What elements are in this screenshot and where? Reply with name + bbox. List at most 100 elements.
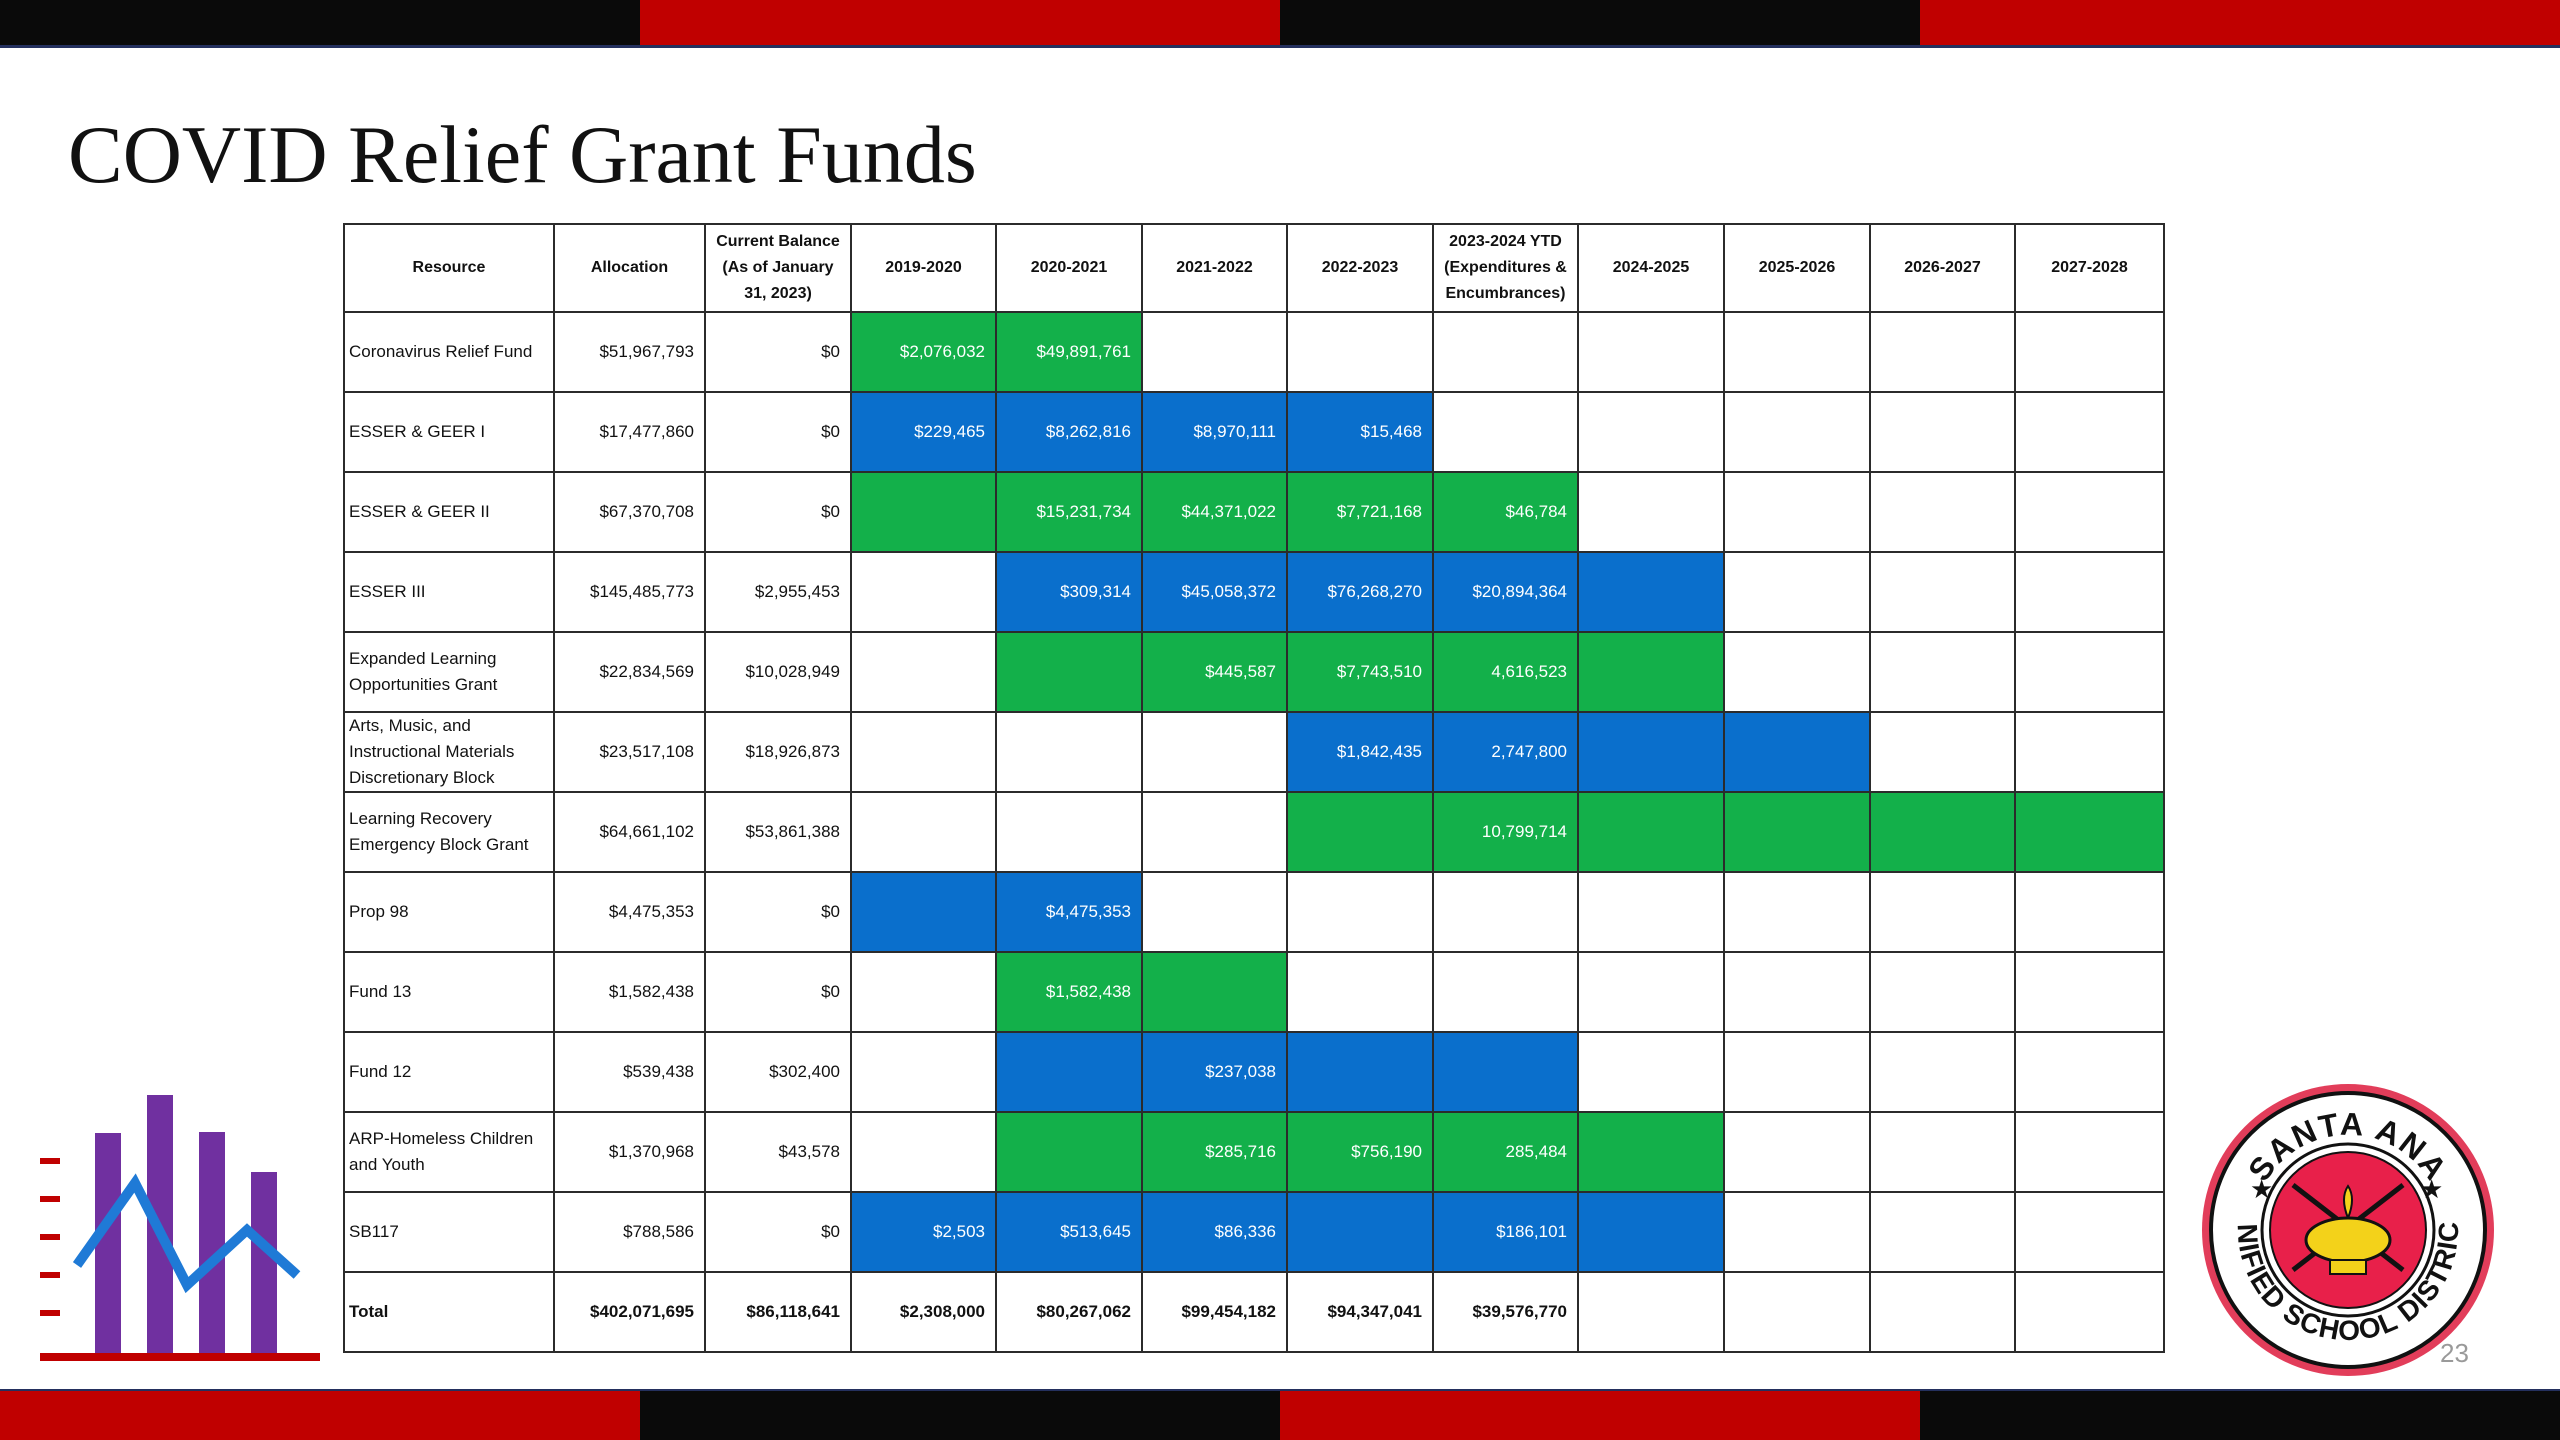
year-cell: $7,721,168 <box>1286 471 1434 553</box>
allocation-cell: $1,370,968 <box>553 1111 706 1193</box>
top-decor-bar <box>0 0 2560 48</box>
year-cell <box>995 1031 1143 1113</box>
year-cell <box>1432 951 1579 1033</box>
column-header: 2024-2025 <box>1577 223 1725 313</box>
year-cell <box>2014 1031 2165 1113</box>
year-cell <box>850 631 997 713</box>
allocation-cell: $4,475,353 <box>553 871 706 953</box>
year-cell <box>2014 1191 2165 1273</box>
balance-cell: $0 <box>704 391 852 473</box>
allocation-cell: $788,586 <box>553 1191 706 1273</box>
resource-cell: Prop 98 <box>343 871 555 953</box>
year-cell <box>1869 871 2016 953</box>
year-cell <box>1869 711 2016 793</box>
column-header: 2027-2028 <box>2014 223 2165 313</box>
year-cell <box>1141 871 1288 953</box>
column-header: Allocation <box>553 223 706 313</box>
year-cell <box>2014 311 2165 393</box>
table-row: Fund 13 $1,582,438 $0 $1,582,438 <box>343 951 2165 1033</box>
year-cell: $756,190 <box>1286 1111 1434 1193</box>
total-year-cell <box>1723 1271 1871 1353</box>
year-cell <box>850 551 997 633</box>
year-cell <box>1141 951 1288 1033</box>
resource-cell: ARP-Homeless Children and Youth <box>343 1111 555 1193</box>
year-cell <box>1869 1111 2016 1193</box>
year-cell: $186,101 <box>1432 1191 1579 1273</box>
year-cell <box>2014 551 2165 633</box>
year-cell: $8,262,816 <box>995 391 1143 473</box>
year-cell <box>1723 471 1871 553</box>
table-row: ARP-Homeless Children and Youth $1,370,96… <box>343 1111 2165 1193</box>
year-cell <box>1286 1191 1434 1273</box>
total-year-cell: $99,454,182 <box>1141 1271 1288 1353</box>
page-title: COVID Relief Grant Funds <box>68 109 977 200</box>
total-year-cell: $94,347,041 <box>1286 1271 1434 1353</box>
bottom-bar-line <box>0 1389 2560 1392</box>
year-cell <box>850 871 997 953</box>
allocation-cell: $22,834,569 <box>553 631 706 713</box>
resource-cell: Expanded Learning Opportunities Grant <box>343 631 555 713</box>
year-cell <box>1723 391 1871 473</box>
year-cell <box>995 711 1143 793</box>
year-cell: $513,645 <box>995 1191 1143 1273</box>
resource-cell: SB117 <box>343 1191 555 1273</box>
resource-cell: ESSER & GEER II <box>343 471 555 553</box>
allocation-cell: $1,582,438 <box>553 951 706 1033</box>
year-cell: $285,716 <box>1141 1111 1288 1193</box>
column-header: Resource <box>343 223 555 313</box>
resource-cell: Arts, Music, and Instructional Materials… <box>343 711 555 793</box>
year-cell <box>1869 391 2016 473</box>
table-row: Prop 98 $4,475,353 $0 $4,475,353 <box>343 871 2165 953</box>
balance-cell: $0 <box>704 471 852 553</box>
year-cell: $46,784 <box>1432 471 1579 553</box>
year-cell <box>850 471 997 553</box>
allocation-cell: $17,477,860 <box>553 391 706 473</box>
column-header: 2025-2026 <box>1723 223 1871 313</box>
balance-cell: $53,861,388 <box>704 791 852 873</box>
year-cell: $1,842,435 <box>1286 711 1434 793</box>
column-header: 2026-2027 <box>1869 223 2016 313</box>
total-year-cell <box>1577 1271 1725 1353</box>
year-cell <box>1723 871 1871 953</box>
year-cell <box>1723 791 1871 873</box>
total-balance: $86,118,641 <box>704 1271 852 1353</box>
year-cell: $15,468 <box>1286 391 1434 473</box>
total-year-cell: $39,576,770 <box>1432 1271 1579 1353</box>
year-cell <box>2014 951 2165 1033</box>
table-row: ESSER & GEER I $17,477,860 $0 $229,465 $8,26… <box>343 391 2165 473</box>
year-cell: $15,231,734 <box>995 471 1143 553</box>
table-row: Learning Recovery Emergency Block Grant $… <box>343 791 2165 873</box>
year-cell <box>1432 871 1579 953</box>
year-cell <box>2014 791 2165 873</box>
svg-text:★: ★ <box>2420 1175 2443 1205</box>
svg-text:★: ★ <box>2250 1175 2273 1205</box>
resource-cell: ESSER & GEER I <box>343 391 555 473</box>
table-row: Coronavirus Relief Fund $51,967,793 $0 $2,0… <box>343 311 2165 393</box>
balance-cell: $0 <box>704 951 852 1033</box>
balance-cell: $0 <box>704 311 852 393</box>
year-cell: $76,268,270 <box>1286 551 1434 633</box>
year-cell <box>1869 1191 2016 1273</box>
year-cell <box>2014 711 2165 793</box>
allocation-cell: $539,438 <box>553 1031 706 1113</box>
column-header: 2021-2022 <box>1141 223 1288 313</box>
year-cell <box>995 1111 1143 1193</box>
year-cell <box>1141 311 1288 393</box>
year-cell <box>1869 631 2016 713</box>
year-cell <box>1723 631 1871 713</box>
year-cell: $45,058,372 <box>1141 551 1288 633</box>
year-cell: $44,371,022 <box>1141 471 1288 553</box>
balance-cell: $302,400 <box>704 1031 852 1113</box>
year-cell <box>1577 1031 1725 1113</box>
allocation-cell: $145,485,773 <box>553 551 706 633</box>
year-cell <box>1577 551 1725 633</box>
year-cell <box>1723 1111 1871 1193</box>
year-cell <box>2014 471 2165 553</box>
grant-funds-table: Resource Allocation Current Balance (As of… <box>343 223 2165 1353</box>
balance-cell: $0 <box>704 871 852 953</box>
column-header: 2020-2021 <box>995 223 1143 313</box>
year-cell <box>1577 951 1725 1033</box>
allocation-cell: $64,661,102 <box>553 791 706 873</box>
bar-line-chart-icon <box>40 1095 320 1361</box>
year-cell <box>1577 631 1725 713</box>
